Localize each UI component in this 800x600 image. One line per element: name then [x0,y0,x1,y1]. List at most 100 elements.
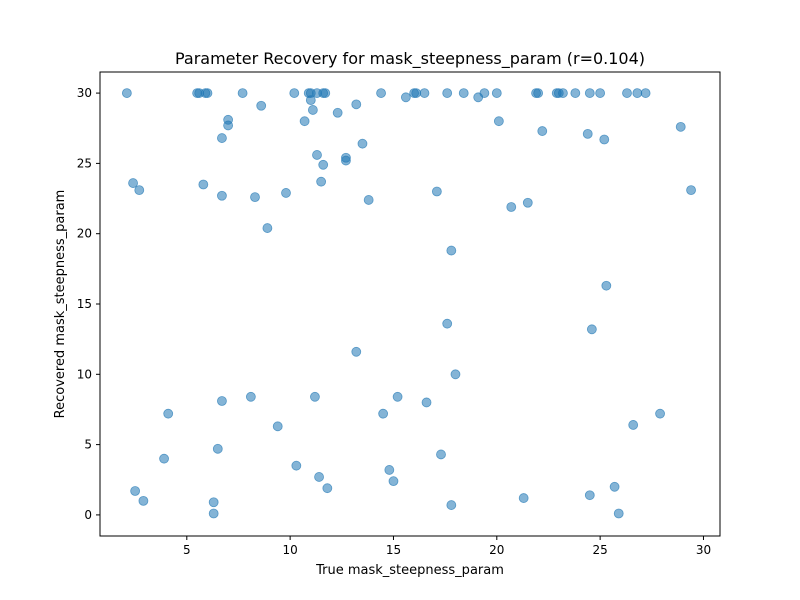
x-tick-label: 5 [183,543,191,557]
data-point [584,88,595,98]
data-point [473,92,484,103]
data-point [411,88,422,98]
data-point [392,391,403,402]
data-point [289,88,300,98]
data-point [250,192,260,203]
data-point [256,100,267,111]
data-point [450,369,461,380]
data-point [322,483,333,494]
data-point [632,88,643,98]
data-point [609,481,620,492]
data-point [130,486,141,496]
x-axis-ticks: 5 10 15 20 25 30 [183,536,711,557]
y-tick-label: 15 [77,297,92,311]
data-point [138,495,149,506]
y-tick-label: 5 [84,438,92,452]
data-point [351,346,362,357]
data-point [675,121,686,132]
y-tick-label: 25 [77,156,92,170]
data-point [128,178,138,188]
data-point [388,476,399,487]
data-point [217,396,227,406]
data-point [506,202,517,212]
data-point [272,421,283,432]
data-point [442,88,453,98]
data-point [202,88,213,98]
data-point [208,508,219,519]
data-point [291,460,302,471]
data-point [640,88,651,98]
data-point [378,408,389,419]
data-point [595,88,606,98]
data-point [376,88,386,98]
data-point [628,420,639,430]
data-point [320,88,331,98]
data-point [212,443,223,454]
data-point [446,245,457,256]
y-tick-label: 30 [77,86,92,100]
data-point [570,88,581,98]
data-point [586,324,597,335]
chart-title: Parameter Recovery for mask_steepness_pa… [175,49,645,69]
data-point [281,188,291,198]
data-point [134,185,145,196]
data-point [357,138,368,149]
x-axis-label: True mask_steepness_param [315,563,504,578]
data-point [599,134,610,145]
data-point [163,408,174,419]
data-point [400,92,411,103]
data-point [332,107,343,118]
data-point [217,190,227,201]
data-point [442,318,453,329]
data-point [237,88,248,98]
data-point [316,176,327,187]
data-point [198,179,209,190]
data-point [419,88,430,98]
y-tick-label: 10 [77,367,92,381]
data-point [518,493,529,503]
x-tick-label: 15 [386,543,401,557]
data-point [223,120,234,131]
data-point [384,465,395,475]
data-point [208,497,219,508]
x-tick-label: 25 [592,543,607,557]
data-point [318,159,329,170]
data-point [655,408,665,419]
x-tick-label: 20 [489,543,504,557]
data-point [305,95,316,106]
data-point [421,397,432,408]
data-point [310,391,320,402]
data-point [533,88,544,98]
data-point [363,195,374,205]
data-point [245,391,256,402]
plot-frame [99,71,721,537]
data-point [622,88,632,98]
x-tick-label: 30 [696,543,711,557]
data-point [262,223,273,233]
data-point [431,186,442,197]
data-point [601,280,612,291]
data-point [446,500,457,510]
data-point [351,99,362,110]
data-point [686,185,696,196]
data-point [493,116,504,127]
data-point [314,472,324,482]
data-point [537,126,548,136]
data-point [458,88,469,98]
data-point [341,155,351,166]
data-points [121,88,696,519]
data-point [522,197,533,208]
x-tick-label: 10 [282,543,297,557]
data-point [307,105,318,115]
data-point [613,508,624,519]
data-point [491,88,502,98]
y-axis-ticks: 0 5 10 15 20 25 30 [77,86,100,522]
data-point [436,449,446,460]
y-axis-label: Recovered mask_steepness_param [53,190,68,419]
data-point [582,128,593,139]
y-tick-label: 20 [77,227,92,241]
data-point [584,490,595,501]
plot-area [100,72,720,536]
data-point [217,133,227,143]
